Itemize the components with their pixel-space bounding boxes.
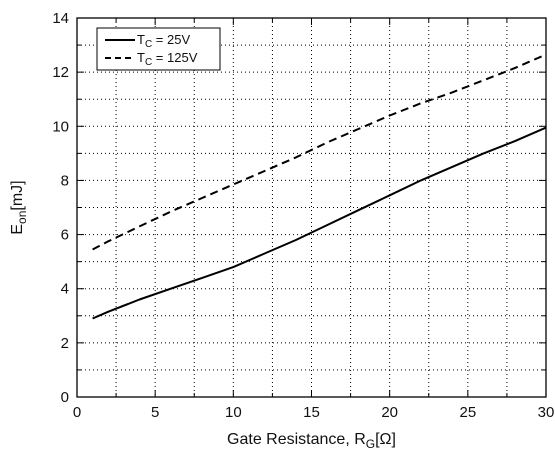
x-tick-label: 25 <box>459 404 476 421</box>
series-line-0 <box>92 126 547 320</box>
y-tick-label: 10 <box>52 118 69 135</box>
series-group <box>92 53 547 320</box>
y-axis-title: Eon[mJ] <box>9 180 29 234</box>
legend-label-tc-25: TC = 25V <box>137 32 190 50</box>
x-tick-label: 5 <box>151 404 159 421</box>
x-tick-label: 0 <box>73 404 81 421</box>
y-tick-label: 8 <box>61 172 69 189</box>
x-axis-title: Gate Resistance, RG[Ω] <box>227 431 396 451</box>
legend: TC = 25V TC = 125V <box>96 27 221 71</box>
legend-label-tc-125: TC = 125V <box>137 50 198 68</box>
y-tick-label: 14 <box>52 10 69 27</box>
x-tick-label: 30 <box>538 404 555 421</box>
x-tick-labels: 0 5 10 15 20 25 30 <box>73 404 555 421</box>
x-tick-label: 20 <box>381 404 398 421</box>
legend-box <box>96 27 221 71</box>
y-tick-labels: 0 2 4 6 8 10 12 14 <box>52 10 69 406</box>
x-tick-label: 10 <box>225 404 242 421</box>
y-tick-label: 2 <box>61 335 69 352</box>
y-tick-label: 0 <box>61 389 69 406</box>
tick-marks <box>76 17 547 398</box>
series-line-1 <box>92 53 547 251</box>
y-tick-label: 6 <box>61 227 69 244</box>
x-tick-label: 15 <box>303 404 320 421</box>
grid <box>77 18 546 397</box>
y-tick-label: 12 <box>52 64 69 81</box>
y-tick-label: 4 <box>61 281 69 298</box>
